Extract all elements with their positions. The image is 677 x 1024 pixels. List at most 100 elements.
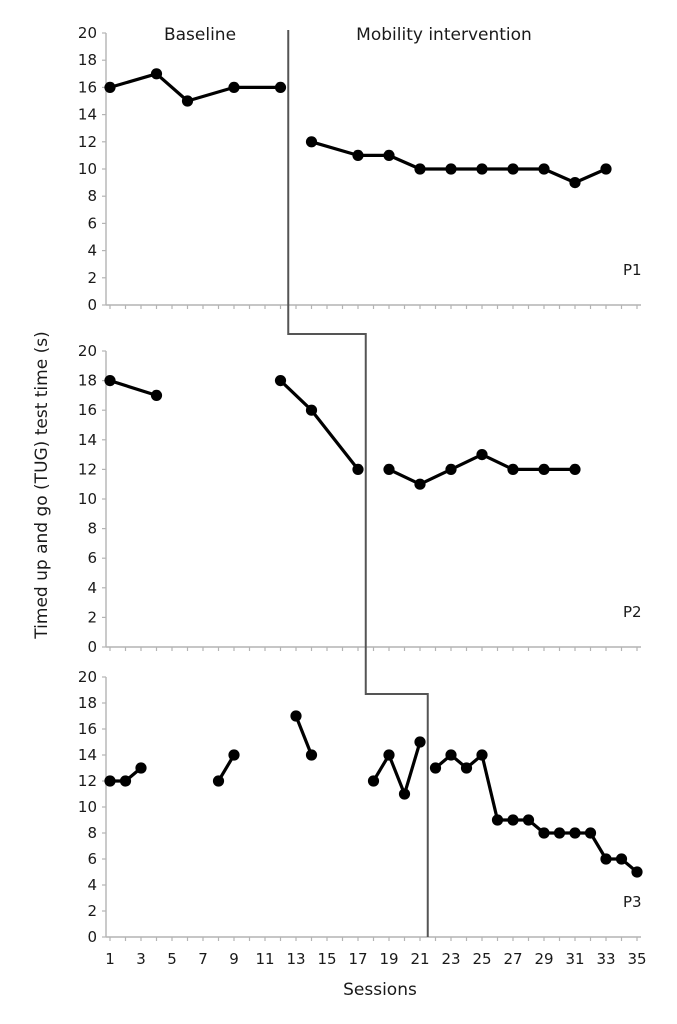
y-tick-label: 16 bbox=[78, 720, 97, 738]
series-line-segment bbox=[311, 140, 607, 185]
data-point bbox=[429, 762, 442, 774]
data-point bbox=[104, 775, 116, 787]
data-point bbox=[584, 827, 597, 839]
x-tick-label: 17 bbox=[348, 950, 367, 968]
data-point bbox=[631, 866, 643, 878]
data-point bbox=[383, 149, 395, 161]
phase-change-line bbox=[287, 30, 429, 937]
y-tick-label: 2 bbox=[87, 608, 97, 626]
y-tick-label: 20 bbox=[78, 342, 97, 360]
data-point bbox=[383, 463, 395, 475]
series-line-segment bbox=[109, 379, 157, 397]
y-tick-label: 18 bbox=[78, 694, 97, 712]
x-tick-label: 23 bbox=[441, 950, 460, 968]
data-point bbox=[228, 81, 240, 93]
y-tick-label: 4 bbox=[87, 579, 97, 597]
data-point bbox=[274, 375, 287, 387]
y-tick-label: 12 bbox=[78, 772, 97, 790]
y-tick-label: 0 bbox=[87, 638, 97, 656]
data-point bbox=[491, 814, 504, 826]
data-point bbox=[538, 463, 550, 475]
y-tick-label: 10 bbox=[78, 160, 97, 178]
data-point bbox=[228, 749, 240, 761]
y-tick-label: 4 bbox=[87, 242, 97, 260]
y-tick-label: 0 bbox=[87, 928, 97, 946]
data-point bbox=[305, 749, 318, 761]
data-point bbox=[135, 762, 147, 774]
data-point bbox=[414, 736, 426, 748]
x-tick-label: 1 bbox=[105, 950, 115, 968]
data-point bbox=[476, 749, 488, 761]
data-point bbox=[305, 404, 318, 416]
data-point bbox=[414, 163, 426, 175]
y-tick-label: 12 bbox=[78, 133, 97, 151]
y-tick-label: 14 bbox=[78, 106, 97, 124]
data-point bbox=[445, 749, 457, 761]
x-tick-label: 35 bbox=[627, 950, 646, 968]
data-point bbox=[305, 136, 318, 148]
data-point bbox=[615, 853, 628, 865]
series-line-segment bbox=[372, 741, 422, 796]
y-tick-label: 8 bbox=[87, 187, 97, 205]
x-tick-label: 15 bbox=[317, 950, 336, 968]
y-tick-label: 18 bbox=[78, 372, 97, 390]
y-tick-label: 16 bbox=[78, 78, 97, 96]
chart-labels: Baseline Mobility intervention Timed up … bbox=[32, 25, 532, 1000]
y-tick-label: 20 bbox=[78, 668, 97, 686]
x-tick-label: 7 bbox=[198, 950, 208, 968]
data-point bbox=[569, 177, 581, 189]
y-tick-label: 2 bbox=[87, 269, 97, 287]
data-point bbox=[150, 68, 163, 80]
x-tick-label: 5 bbox=[167, 950, 177, 968]
data-point bbox=[119, 775, 132, 787]
y-tick-label: 18 bbox=[78, 51, 97, 69]
data-point bbox=[553, 827, 566, 839]
data-point bbox=[507, 814, 519, 826]
series-line-segment bbox=[294, 715, 313, 756]
phase-label-intervention: Mobility intervention bbox=[356, 25, 532, 45]
data-point bbox=[352, 149, 364, 161]
phase-change-layer bbox=[287, 30, 429, 937]
y-tick-label: 4 bbox=[87, 876, 97, 894]
y-tick-label: 8 bbox=[87, 520, 97, 538]
phase-label-baseline: Baseline bbox=[164, 25, 236, 45]
data-point bbox=[445, 463, 457, 475]
data-point bbox=[383, 749, 395, 761]
y-tick-label: 20 bbox=[78, 24, 97, 42]
x-tick-label: 31 bbox=[565, 950, 584, 968]
data-point bbox=[104, 81, 116, 93]
panel-label: P3 bbox=[623, 893, 642, 911]
data-point bbox=[290, 710, 302, 722]
y-tick-label: 12 bbox=[78, 460, 97, 478]
data-point bbox=[274, 81, 287, 93]
y-tick-label: 16 bbox=[78, 401, 97, 419]
data-point bbox=[600, 853, 612, 865]
y-tick-label: 14 bbox=[78, 431, 97, 449]
x-axis-title: Sessions bbox=[343, 980, 417, 1000]
data-point bbox=[507, 163, 519, 175]
x-tick-label: 9 bbox=[229, 950, 239, 968]
y-tick-label: 6 bbox=[87, 850, 97, 868]
x-tick-label: 33 bbox=[596, 950, 615, 968]
y-axis-title: Timed up and go (TUG) test time (s) bbox=[32, 331, 52, 639]
y-tick-label: 8 bbox=[87, 824, 97, 842]
panel-p1: 0 2 4 6 8 10 12 14 16 18 20 P1 bbox=[78, 24, 642, 314]
data-point bbox=[445, 163, 457, 175]
x-tick-label: 11 bbox=[255, 950, 274, 968]
data-point bbox=[538, 163, 550, 175]
panel-p2: 0 2 4 6 8 10 12 14 16 18 20 P2 bbox=[78, 342, 642, 656]
data-point bbox=[476, 449, 488, 461]
data-point bbox=[398, 788, 411, 800]
x-tick-label: 29 bbox=[534, 950, 553, 968]
data-point bbox=[181, 95, 194, 107]
data-point bbox=[460, 762, 473, 774]
data-point bbox=[476, 163, 488, 175]
data-point bbox=[522, 814, 535, 826]
data-point bbox=[600, 163, 612, 175]
data-point bbox=[367, 775, 380, 787]
y-tick-label: 14 bbox=[78, 746, 97, 764]
y-tick-label: 0 bbox=[87, 296, 97, 314]
data-point bbox=[352, 463, 364, 475]
x-tick-label: 19 bbox=[379, 950, 398, 968]
y-tick-label: 10 bbox=[78, 798, 97, 816]
